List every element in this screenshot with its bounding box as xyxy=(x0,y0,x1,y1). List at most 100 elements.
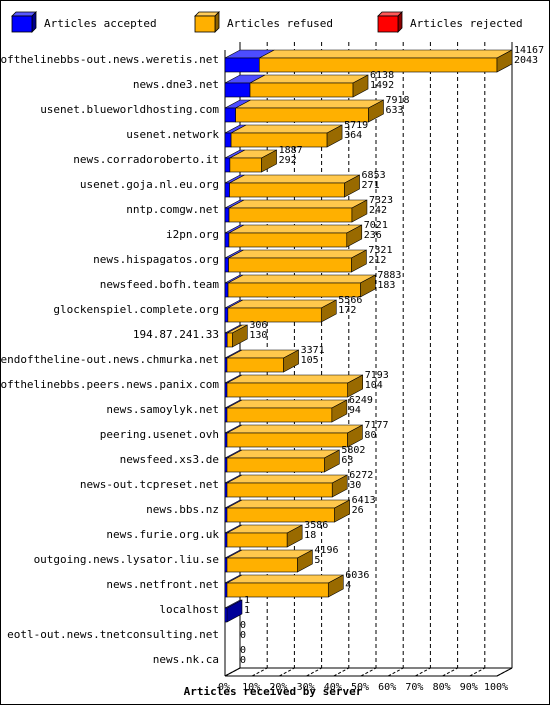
segment-top xyxy=(226,424,363,434)
server-label: news.nk.ca xyxy=(153,653,219,666)
floor-grid-line xyxy=(279,667,295,677)
segment-top xyxy=(226,374,363,384)
refused-segment xyxy=(226,574,344,598)
server-label: news.hispagatos.org xyxy=(93,253,219,266)
segment-front xyxy=(224,57,260,73)
segment-top xyxy=(229,174,360,184)
segment-front xyxy=(226,332,233,348)
server-label: peering.usenet.ovh xyxy=(100,428,219,441)
value-label-top: 7883 xyxy=(377,270,401,281)
bar-side xyxy=(347,374,363,398)
refused-segment xyxy=(227,274,376,298)
bar-side xyxy=(344,174,360,198)
segment-front xyxy=(224,457,228,473)
value-label-top: 7321 xyxy=(368,245,392,256)
segment-front xyxy=(228,207,353,223)
accepted-segment xyxy=(224,74,266,98)
segment-top xyxy=(230,124,343,134)
refused-segment xyxy=(230,124,343,148)
value-label-bottom: 4 xyxy=(345,580,351,591)
segment-front xyxy=(226,407,333,423)
legend-swatch xyxy=(194,15,216,33)
value-label-bottom: 292 xyxy=(279,155,297,166)
segment-front xyxy=(224,532,228,548)
value-label-top: 0 xyxy=(240,645,246,656)
segment-top xyxy=(226,449,340,459)
server-label: 194.87.241.33 xyxy=(133,328,219,341)
segment-front xyxy=(224,307,229,323)
refused-segment xyxy=(228,199,368,223)
value-label-top: 306 xyxy=(249,320,267,331)
refused-segment xyxy=(235,99,384,123)
bar-row: localhost 11 xyxy=(159,595,250,623)
segment-top xyxy=(249,74,369,84)
segment-top xyxy=(227,274,376,284)
server-label: i2pn.org xyxy=(166,228,219,241)
bar-row: endofthelinebbs-out.news.weretis.net 1416… xyxy=(0,45,544,73)
segment-front xyxy=(224,332,228,348)
value-label-bottom: 18 xyxy=(304,530,316,541)
x-tick-label: 0% xyxy=(218,682,230,693)
bar-side xyxy=(261,149,277,173)
server-label: news.furie.org.uk xyxy=(106,528,219,541)
server-label: usenet.network xyxy=(126,128,219,141)
bar-row: news.nk.ca 00 xyxy=(153,645,246,666)
server-label: news-out.tcpreset.net xyxy=(80,478,219,491)
floor-grid-line xyxy=(224,667,241,677)
value-label-bottom: 130 xyxy=(249,330,267,341)
value-label-top: 7193 xyxy=(365,370,389,381)
value-label-bottom: 172 xyxy=(338,305,356,316)
segment-front xyxy=(224,282,229,298)
server-label: news.netfront.net xyxy=(106,578,219,591)
bar-side xyxy=(368,99,384,123)
segment-front xyxy=(226,482,333,498)
value-label-top: 6272 xyxy=(349,470,373,481)
server-label: newsfeed.bofh.team xyxy=(100,278,220,291)
bar-side xyxy=(326,124,343,148)
floor-grid-line xyxy=(333,667,350,677)
bar-side xyxy=(351,249,367,273)
segment-top xyxy=(227,299,337,309)
value-label-top: 6249 xyxy=(349,395,373,406)
server-label: glockenspiel.complete.org xyxy=(53,303,219,316)
legend-item: Articles accepted xyxy=(11,11,157,33)
segment-top xyxy=(226,574,344,584)
floor-grid-line xyxy=(360,667,377,677)
value-label-bottom: 104 xyxy=(365,380,383,391)
server-label: endofthelinebbs.peers.news.panix.com xyxy=(0,378,219,391)
refused-segment xyxy=(226,399,347,423)
value-label-top: 7177 xyxy=(364,420,388,431)
refused-segment xyxy=(226,499,350,523)
value-label-bottom: 30 xyxy=(349,480,361,491)
value-label-bottom: 1 xyxy=(244,605,250,616)
server-label: usenet.blueworldhosting.com xyxy=(40,103,219,116)
value-label-top: 6138 xyxy=(370,70,394,81)
bar-side xyxy=(360,274,376,298)
segment-top xyxy=(228,249,367,259)
value-label-top: 7323 xyxy=(369,195,393,206)
refused-segment xyxy=(226,524,303,548)
server-label: newsfeed.xs3.de xyxy=(120,453,219,466)
value-label-top: 3586 xyxy=(304,520,328,531)
bar-side xyxy=(283,349,299,373)
x-tick-label: 10% xyxy=(242,682,260,693)
segment-front xyxy=(224,132,232,148)
segment-front xyxy=(224,82,251,98)
refused-segment xyxy=(229,174,360,198)
server-label: localhost xyxy=(159,603,219,616)
segment-top xyxy=(226,474,348,484)
segment-top xyxy=(228,224,362,234)
server-label: outgoing.news.lysator.liu.se xyxy=(34,553,219,566)
bar-side xyxy=(334,499,350,523)
value-label-bottom: 236 xyxy=(364,230,382,241)
value-label-bottom: 80 xyxy=(364,430,376,441)
